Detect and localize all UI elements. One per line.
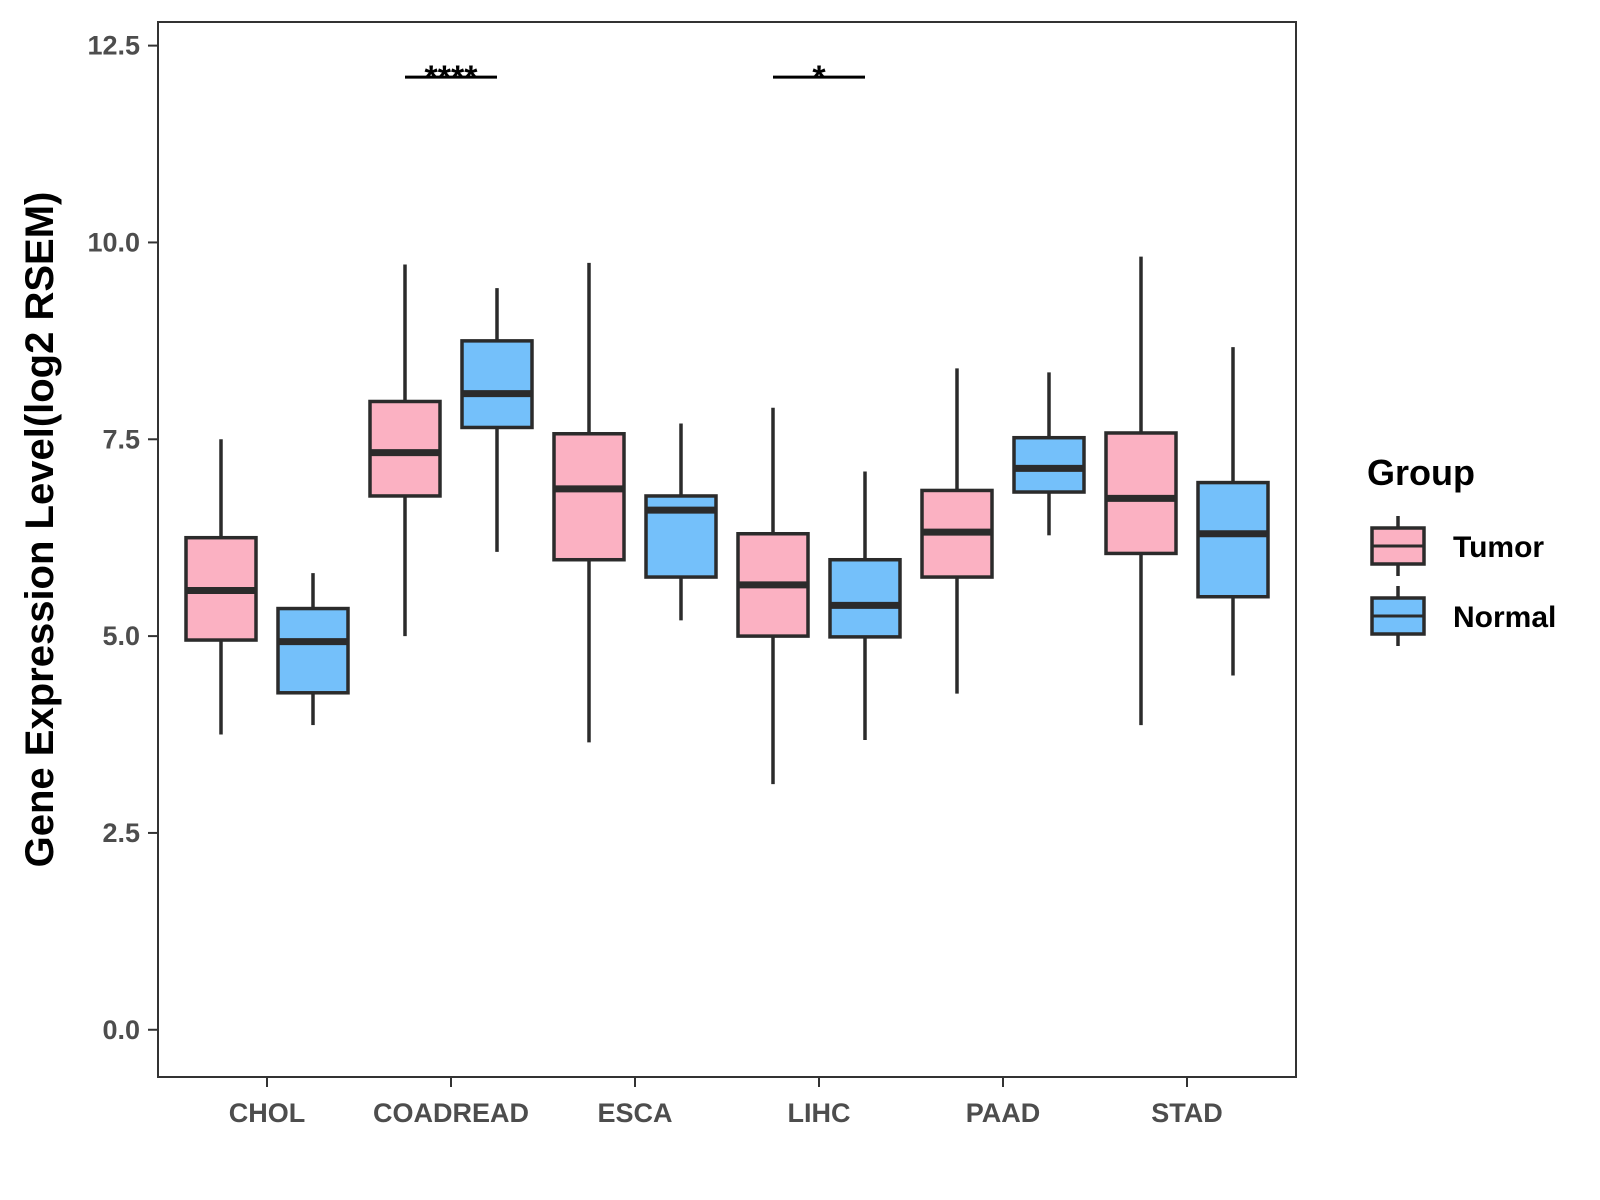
y-tick-label: 2.5 [102,818,140,848]
y-axis-title-group: Gene Expression Level(log2 RSEM) [18,192,62,868]
box-iqr [828,557,902,639]
box-tumor-lihc [736,407,810,785]
significance-label: * [812,59,826,97]
significance-lihc: * [773,59,865,97]
y-tick-label: 12.5 [87,31,140,61]
box-normal-chol [276,573,350,726]
box-tumor-paad [920,368,994,694]
y-tick-label: 7.5 [102,424,140,454]
x-tick-label-coadread: COADREAD [373,1098,529,1128]
box-iqr [552,432,626,562]
box-normal-lihc [828,471,902,741]
x-tick-label-lihc: LIHC [788,1098,851,1128]
box-iqr [460,339,534,430]
significance-label: **** [425,59,479,97]
y-tick-label: 5.0 [102,621,140,651]
box-iqr [1196,480,1270,599]
significance-annotations: **** * [405,59,865,97]
legend-label-normal: Normal [1453,601,1556,634]
box-normal-paad [1012,372,1086,536]
plot-panel-border [157,21,1297,1078]
y-tick-label: 0.0 [102,1015,140,1045]
legend: Group Tumor Normal [1367,452,1556,646]
box-tumor-coadread [368,264,442,637]
legend-title: Group [1367,452,1475,493]
x-axis-ticks: CHOL COADREAD ESCA LIHC PAAD STAD [229,1077,1223,1128]
box-normal-esca [644,423,718,621]
box-iqr [368,399,442,498]
box-iqr [276,606,350,695]
legend-entry-tumor: Tumor [1370,516,1544,576]
box-tumor-stad [1104,256,1178,726]
y-tick-label: 10.0 [87,227,140,257]
x-tick-label-paad: PAAD [966,1098,1041,1128]
significance-coadread: **** [405,59,497,97]
y-axis-title: Gene Expression Level(log2 RSEM) [18,192,62,868]
box-iqr [1104,431,1178,556]
x-tick-label-chol: CHOL [229,1098,306,1128]
box-normal-stad [1196,347,1270,676]
box-tumor-esca [552,262,626,743]
x-tick-label-esca: ESCA [597,1098,672,1128]
y-axis-ticks: 0.0 2.5 5.0 7.5 10.0 12.5 [87,31,158,1045]
box-marks [184,256,1270,785]
box-normal-coadread [460,288,534,552]
legend-label-tumor: Tumor [1453,531,1544,564]
x-tick-label-stad: STAD [1151,1098,1223,1128]
box-tumor-chol [184,439,258,735]
legend-entry-normal: Normal [1370,586,1556,646]
box-iqr [1012,435,1086,494]
